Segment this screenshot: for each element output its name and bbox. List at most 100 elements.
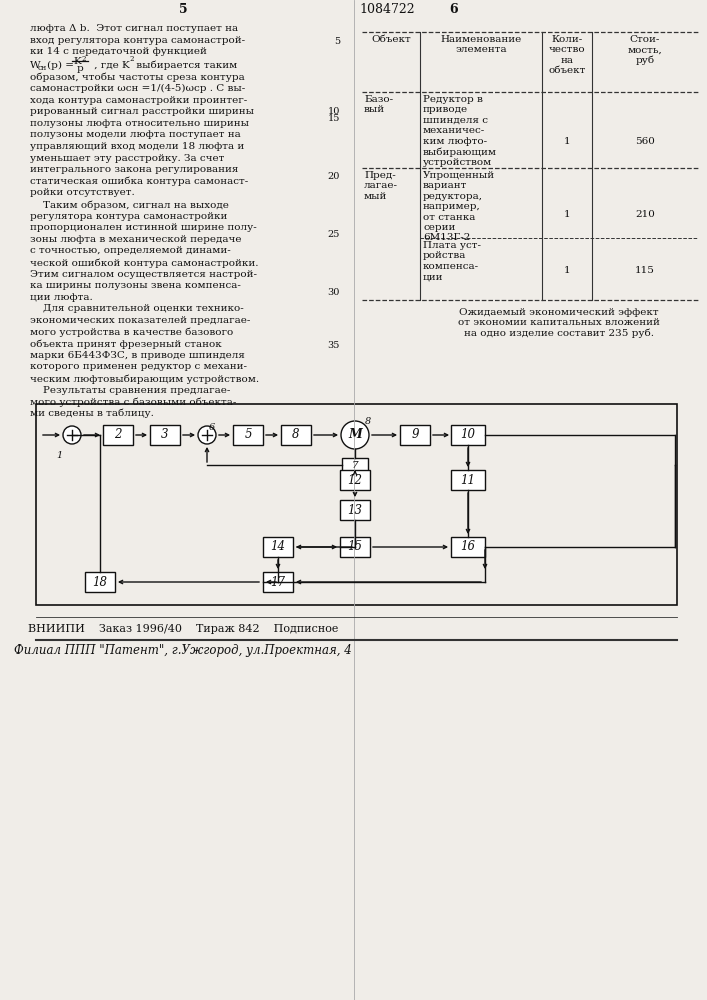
- Bar: [263, 572, 293, 592]
- Text: 16: 16: [460, 540, 476, 554]
- Text: ки 14 с передаточной функцией: ки 14 с передаточной функцией: [30, 47, 207, 56]
- Text: ческим люфтовыбирающим устройством.: ческим люфтовыбирающим устройством.: [30, 374, 259, 383]
- Text: марки 6Б443ФЗС, в приводе шпинделя: марки 6Б443ФЗС, в приводе шпинделя: [30, 351, 245, 360]
- Bar: [36, 404, 677, 605]
- Text: 5: 5: [334, 37, 340, 46]
- Bar: [451, 537, 485, 557]
- Text: 1: 1: [563, 137, 571, 146]
- Text: 15: 15: [327, 114, 340, 123]
- Circle shape: [198, 426, 216, 444]
- Text: с точностью, определяемой динами-: с точностью, определяемой динами-: [30, 246, 230, 255]
- Text: управляющий вход модели 18 люфта и: управляющий вход модели 18 люфта и: [30, 142, 244, 151]
- Text: ВНИИПИ    Заказ 1996/40    Тираж 842    Подписное: ВНИИПИ Заказ 1996/40 Тираж 842 Подписное: [28, 624, 338, 634]
- Text: 13: 13: [348, 504, 363, 516]
- Text: объекта принят фрезерный станок: объекта принят фрезерный станок: [30, 339, 222, 349]
- Text: 1: 1: [56, 451, 62, 460]
- Bar: [103, 425, 133, 445]
- Text: Редуктор в
приводе
шпинделя с
механичес-
ким люфто-
выбирающим
устройством: Редуктор в приводе шпинделя с механичес-…: [423, 95, 497, 167]
- Text: выбирается таким: выбирается таким: [133, 61, 238, 70]
- Text: 2: 2: [129, 55, 134, 63]
- Text: ческой ошибкой контура самонастройки.: ческой ошибкой контура самонастройки.: [30, 258, 259, 267]
- Text: 15: 15: [348, 540, 363, 554]
- Text: самонастройки ωсн =1/(4-5)ωср . С вы-: самонастройки ωсн =1/(4-5)ωср . С вы-: [30, 84, 245, 93]
- Text: (p) =: (p) =: [47, 61, 74, 70]
- Text: 7: 7: [351, 460, 358, 470]
- Text: мого устройства с базовыми объекта-: мого устройства с базовыми объекта-: [30, 397, 236, 407]
- Text: экономических показателей предлагае-: экономических показателей предлагае-: [30, 316, 250, 325]
- Text: 8: 8: [365, 417, 371, 426]
- Text: регулятора контура самонастройки: регулятора контура самонастройки: [30, 212, 228, 221]
- Text: 6: 6: [209, 423, 215, 432]
- Bar: [263, 537, 293, 557]
- Text: ции люфта.: ции люфта.: [30, 293, 93, 302]
- Bar: [233, 425, 263, 445]
- Bar: [340, 470, 370, 490]
- Text: 20: 20: [327, 172, 340, 181]
- Text: которого применен редуктор с механи-: которого применен редуктор с механи-: [30, 362, 247, 371]
- Text: 8: 8: [292, 428, 300, 442]
- Text: 12: 12: [348, 474, 363, 487]
- Text: мого устройства в качестве базового: мого устройства в качестве базового: [30, 328, 233, 337]
- Text: хода контура самонастройки проинтег-: хода контура самонастройки проинтег-: [30, 96, 247, 105]
- Text: сн: сн: [38, 64, 47, 72]
- Text: K: K: [73, 57, 81, 66]
- Text: Для сравнительной оценки технико-: Для сравнительной оценки технико-: [30, 304, 244, 313]
- Text: 35: 35: [327, 340, 340, 350]
- Text: Базо-
вый: Базо- вый: [364, 95, 393, 114]
- Text: Ожидаемый экономический эффект
от экономии капитальных вложений
на одно изделие : Ожидаемый экономический эффект от эконом…: [458, 308, 660, 338]
- Text: зоны люфта в механической передаче: зоны люфта в механической передаче: [30, 235, 242, 244]
- Text: 18: 18: [93, 576, 107, 588]
- Text: вход регулятора контура самонастрой-: вход регулятора контура самонастрой-: [30, 36, 245, 45]
- Circle shape: [63, 426, 81, 444]
- Text: 5: 5: [244, 428, 252, 442]
- Text: Упрощенный
вариант
редуктора,
например,
от станка
серии
6М13Г-2: Упрощенный вариант редуктора, например, …: [423, 171, 495, 242]
- Text: 560: 560: [635, 137, 655, 146]
- Text: ми сведены в таблицу.: ми сведены в таблицу.: [30, 409, 154, 418]
- Text: Плата уст-
ройства
компенса-
ции: Плата уст- ройства компенса- ции: [423, 241, 481, 281]
- Text: Наименование
элемента: Наименование элемента: [440, 35, 522, 54]
- Text: 6: 6: [450, 3, 458, 16]
- Text: интегрального закона регулирования: интегрального закона регулирования: [30, 165, 238, 174]
- Text: 30: 30: [327, 288, 340, 297]
- Text: 2: 2: [115, 428, 122, 442]
- Text: 25: 25: [327, 230, 340, 239]
- Text: 14: 14: [271, 540, 286, 554]
- Text: рированный сигнал расстройки ширины: рированный сигнал расстройки ширины: [30, 107, 254, 116]
- Bar: [451, 425, 485, 445]
- Text: полузоны модели люфта поступает на: полузоны модели люфта поступает на: [30, 130, 241, 139]
- Text: , где K: , где K: [91, 61, 130, 70]
- Circle shape: [341, 421, 369, 449]
- Text: 3: 3: [161, 428, 169, 442]
- Text: Стои-
мость,
руб: Стои- мость, руб: [628, 35, 662, 65]
- Text: люфта Δ b.  Этот сигнал поступает на: люфта Δ b. Этот сигнал поступает на: [30, 24, 238, 33]
- Text: 1: 1: [563, 266, 571, 275]
- Text: 210: 210: [635, 210, 655, 219]
- Text: 11: 11: [460, 474, 476, 487]
- Text: 10: 10: [327, 106, 340, 115]
- Text: Филиал ППП "Патент", г.Ужгород, ул.Проектная, 4: Филиал ППП "Патент", г.Ужгород, ул.Проек…: [14, 644, 352, 657]
- Text: статическая ошибка контура самонаст-: статическая ошибка контура самонаст-: [30, 177, 248, 186]
- Text: 17: 17: [271, 576, 286, 588]
- Text: пропорционален истинной ширине полу-: пропорционален истинной ширине полу-: [30, 223, 257, 232]
- Text: 1: 1: [563, 210, 571, 219]
- Bar: [451, 470, 485, 490]
- Text: 1084722: 1084722: [359, 3, 414, 16]
- Text: ройки отсутствует.: ройки отсутствует.: [30, 188, 135, 197]
- Text: Таким образом, сигнал на выходе: Таким образом, сигнал на выходе: [30, 200, 229, 210]
- Text: 10: 10: [460, 428, 476, 442]
- Text: образом, чтобы частоты среза контура: образом, чтобы частоты среза контура: [30, 72, 245, 82]
- Text: 115: 115: [635, 266, 655, 275]
- Bar: [85, 572, 115, 592]
- Bar: [281, 425, 311, 445]
- Text: Объект: Объект: [371, 35, 411, 44]
- Text: 5: 5: [179, 3, 187, 16]
- Text: уменьшает эту расстройку. За счет: уменьшает эту расстройку. За счет: [30, 154, 224, 163]
- Bar: [340, 500, 370, 520]
- Text: M: M: [348, 428, 362, 442]
- Text: Пред-
лагае-
мый: Пред- лагае- мый: [364, 171, 398, 201]
- Text: p: p: [77, 64, 83, 73]
- Text: Результаты сравнения предлагае-: Результаты сравнения предлагае-: [30, 386, 230, 395]
- Bar: [340, 537, 370, 557]
- Text: ка ширины полузоны звена компенса-: ка ширины полузоны звена компенса-: [30, 281, 241, 290]
- Bar: [150, 425, 180, 445]
